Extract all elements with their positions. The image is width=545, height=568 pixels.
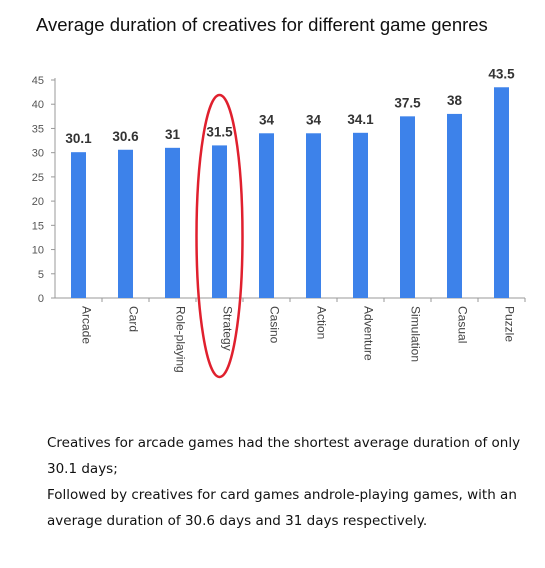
x-tick-label: Card [127, 306, 141, 332]
y-tick-label: 25 [32, 172, 44, 184]
x-tick-label: Casino [268, 306, 282, 344]
y-tick-label: 30 [32, 148, 44, 160]
bar-casual [447, 113, 462, 299]
caption-line-2: Followed by creatives for card games and… [47, 487, 517, 529]
bar-role-playing [165, 147, 180, 298]
y-tick-label: 40 [32, 99, 44, 111]
chart-title: Average duration of creatives for differ… [36, 14, 488, 35]
bar-casino [259, 133, 274, 298]
x-tick-label: Puzzle [503, 306, 517, 342]
y-tick-label: 0 [38, 293, 44, 305]
bar-action [306, 133, 321, 298]
bar-simulation [400, 116, 415, 298]
y-tick-label: 35 [32, 123, 44, 135]
data-label: 31 [165, 127, 181, 142]
data-label: 34.1 [347, 112, 374, 127]
data-label: 43.5 [488, 66, 515, 81]
bar-card [118, 149, 133, 298]
highlight-ring [195, 93, 244, 379]
bar-strategy [212, 145, 227, 298]
y-tick-label: 45 [32, 75, 44, 87]
data-label: 34 [259, 112, 275, 127]
data-label: 37.5 [394, 95, 421, 110]
y-tick-label: 10 [32, 245, 44, 257]
x-tick-label: Strategy [221, 306, 235, 351]
y-tick-label: 5 [38, 269, 44, 281]
data-label: 30.1 [65, 131, 92, 146]
x-tick-label: Role-playing [174, 306, 188, 373]
bar-chart-svg: 0 5 10 15 20 25 30 35 40 45 30.1 Arcade 30.6 Card 31 R… [32, 66, 526, 379]
y-tick-label: 15 [32, 220, 44, 232]
x-tick-label: Arcade [80, 306, 94, 344]
x-tick-label: Casual [456, 306, 470, 343]
bar-arcade [71, 152, 86, 298]
x-tick-label: Action [315, 306, 329, 339]
data-label: 30.6 [112, 129, 139, 144]
data-label: 34 [306, 112, 322, 127]
bar-puzzle [494, 87, 509, 298]
x-tick-label: Simulation [409, 306, 423, 362]
data-label: 31.5 [206, 124, 233, 139]
bar-chart: 0 5 10 15 20 25 30 35 40 45 30.1 Arcade 30.6 Card 31 R… [0, 60, 545, 400]
chart-caption: Creatives for arcade games had the short… [47, 430, 527, 534]
data-label: 38 [447, 93, 463, 108]
caption-line-1: Creatives for arcade games had the short… [47, 435, 521, 477]
y-tick-label: 20 [32, 196, 44, 208]
bar-adventure [353, 132, 368, 298]
x-tick-label: Adventure [362, 306, 376, 361]
